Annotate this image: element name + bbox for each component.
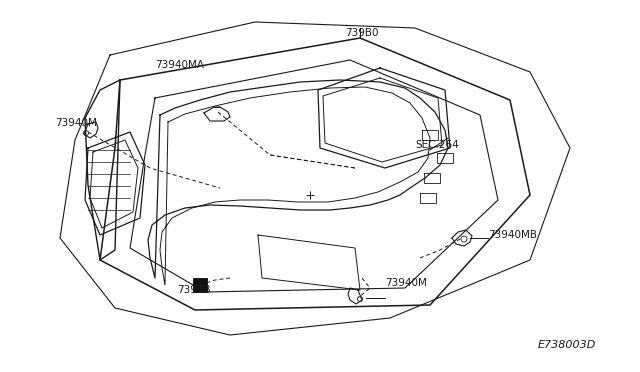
Text: SEC.264: SEC.264 [415, 140, 459, 150]
Text: 73940MA: 73940MA [155, 60, 204, 70]
Text: 73940MB: 73940MB [488, 230, 537, 240]
Bar [193, 278, 207, 292]
Text: 7397B: 7397B [177, 285, 211, 295]
Text: 739B0: 739B0 [345, 28, 378, 38]
Text: 73940M: 73940M [55, 118, 97, 128]
Text: E738003D: E738003D [538, 340, 596, 350]
Text: 73940M: 73940M [385, 278, 427, 288]
